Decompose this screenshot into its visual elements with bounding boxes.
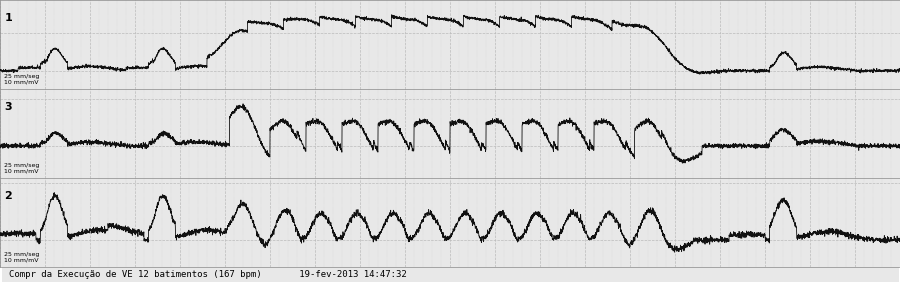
Text: 25 mm/seg
10 mm/mV: 25 mm/seg 10 mm/mV [4,252,40,263]
Text: 3: 3 [4,102,12,112]
Text: 1: 1 [4,13,13,23]
Text: 25 mm/seg
10 mm/mV: 25 mm/seg 10 mm/mV [4,74,40,85]
Text: Compr da Execução de VE 12 batimentos (167 bpm)       19-fev-2013 14:47:32: Compr da Execução de VE 12 batimentos (1… [9,271,407,280]
Text: 2: 2 [4,191,13,201]
Text: 25 mm/seg
10 mm/mV: 25 mm/seg 10 mm/mV [4,163,40,173]
